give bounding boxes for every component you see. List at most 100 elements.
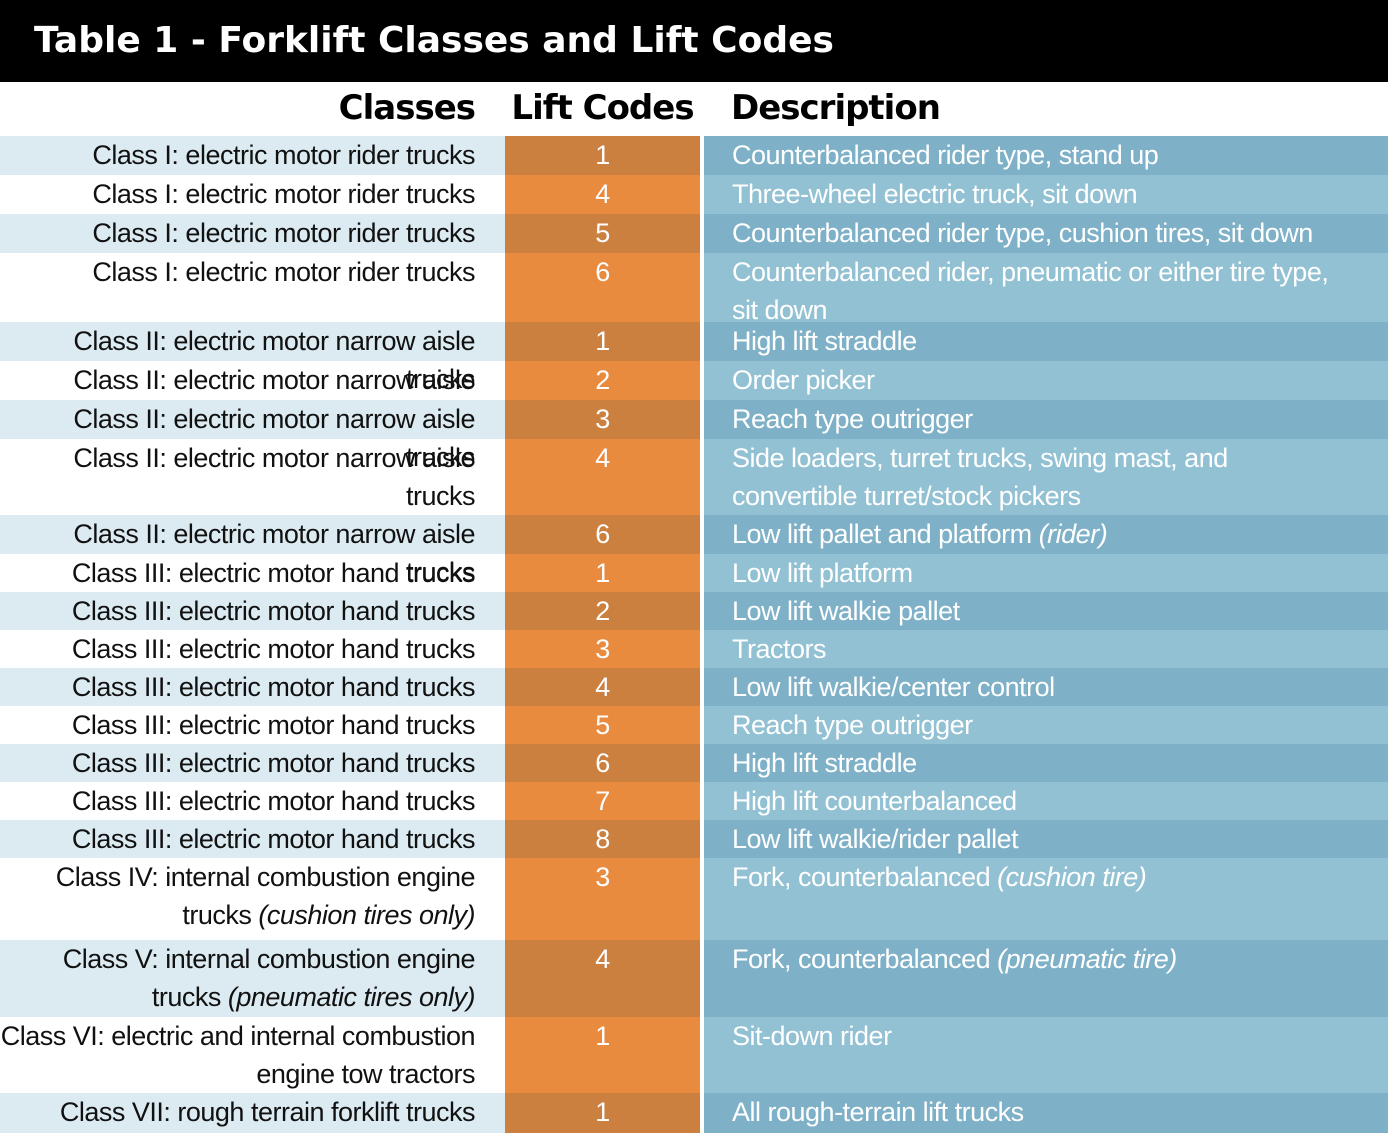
class-cell: Class III: electric motor hand trucks: [0, 706, 505, 744]
description-cell: Counterbalanced rider, pneumatic or eith…: [704, 253, 1388, 325]
description-text: Low lift walkie/rider pallet: [732, 824, 1019, 854]
class-text: Class III: electric motor hand trucks: [71, 672, 476, 702]
class-cell: Class I: electric motor rider trucks: [0, 136, 505, 175]
lift-code-cell: 5: [505, 214, 700, 253]
class-cell: Class I: electric motor rider trucks: [0, 253, 505, 322]
description-cell: Reach type outrigger: [704, 400, 1388, 439]
class-text: Class II: electric motor narrow aisle tr…: [73, 404, 475, 472]
description-text: Counterbalanced rider type, cushion tire…: [732, 218, 1313, 248]
description-note: (rider): [1038, 519, 1108, 549]
column-divider: [700, 439, 704, 515]
table-row: Class VII: rough terrain forklift trucks…: [0, 1093, 1388, 1133]
lift-code-cell: 1: [505, 1093, 700, 1133]
description-text: Low lift walkie pallet: [732, 596, 960, 626]
table-row: Class III: electric motor hand trucks 4 Lo…: [0, 668, 1388, 706]
class-cell: Class III: electric motor hand trucks: [0, 668, 505, 706]
table-row: Class III: electric motor hand trucks 5 Re…: [0, 706, 1388, 744]
table-row: Class III: electric motor hand trucks 8 Lo…: [0, 820, 1388, 858]
table-title: Table 1 - Forklift Classes and Lift Code…: [0, 0, 1388, 82]
description-cell: Fork, counterbalanced (cushion tire): [704, 858, 1388, 940]
lift-code-cell: 3: [505, 858, 700, 940]
table-row: Class I: electric motor rider trucks 6 Cou…: [0, 253, 1388, 325]
column-divider: [700, 214, 704, 253]
header-description: Description: [731, 88, 941, 128]
header-lift-codes: Lift Codes: [511, 88, 694, 128]
class-cell: Class II: electric motor narrow aisle tr…: [0, 361, 505, 433]
class-text: Class I: electric motor rider trucks: [92, 140, 475, 170]
description-text: High lift straddle: [732, 326, 917, 356]
class-cell: Class III: electric motor hand trucks: [0, 592, 505, 630]
lift-code-cell: 6: [505, 515, 700, 554]
class-cell: Class I: electric motor rider trucks: [0, 214, 505, 253]
lift-code-cell: 7: [505, 782, 700, 820]
description-cell: Tractors: [704, 630, 1388, 668]
column-divider: [700, 361, 704, 400]
column-divider: [700, 322, 704, 361]
class-text: Class IV: internal combustion engine tru…: [55, 862, 476, 930]
description-cell: Low lift platform: [704, 554, 1388, 592]
table-row: Class I: electric motor rider trucks 4 Thr…: [0, 175, 1388, 214]
lift-code-cell: 1: [505, 1017, 700, 1093]
description-note: (pneumatic tire): [997, 944, 1177, 974]
description-text: Reach type outrigger: [732, 710, 973, 740]
description-cell: Counterbalanced rider type, stand up: [704, 136, 1388, 175]
description-text: Side loaders, turret trucks, swing mast,…: [732, 443, 1228, 511]
class-cell: Class II: electric motor narrow aisle tr…: [0, 400, 505, 472]
table-row: Class II: electric motor narrow aisle tr…: [0, 361, 1388, 433]
class-cell: Class III: electric motor hand trucks: [0, 820, 505, 858]
class-text: Class I: electric motor rider trucks: [92, 218, 475, 248]
class-cell: Class III: electric motor hand trucks: [0, 782, 505, 820]
description-text: Low lift platform: [732, 558, 913, 588]
column-divider: [700, 400, 704, 439]
description-text: Tractors: [732, 634, 827, 664]
lift-code-cell: 6: [505, 253, 700, 322]
lift-code-cell: 5: [505, 706, 700, 744]
class-cell: Class VII: rough terrain forklift trucks: [0, 1093, 505, 1133]
class-text: Class II: electric motor narrow aisle tr…: [73, 519, 475, 587]
table-row: Class III: electric motor hand trucks 6 Hi…: [0, 744, 1388, 782]
description-cell: Low lift walkie pallet: [704, 592, 1388, 630]
column-divider: [700, 554, 704, 592]
description-cell: Counterbalanced rider type, cushion tire…: [704, 214, 1388, 253]
description-cell: Side loaders, turret trucks, swing mast,…: [704, 439, 1388, 515]
column-divider: [700, 1093, 704, 1133]
class-text: Class II: electric motor narrow aisle tr…: [73, 443, 475, 511]
description-text: Low lift walkie/center control: [732, 672, 1055, 702]
description-text: High lift straddle: [732, 748, 917, 778]
description-cell: Low lift pallet and platform (rider): [704, 515, 1388, 554]
class-cell: Class V: internal combustion engine truc…: [0, 940, 505, 1017]
description-text: Counterbalanced rider, pneumatic or eith…: [732, 257, 1329, 325]
table-row: Class II: electric motor narrow aisle tr…: [0, 400, 1388, 472]
table-row: Class V: internal combustion engine truc…: [0, 940, 1388, 1017]
class-cell: Class VI: electric and internal combusti…: [0, 1017, 505, 1093]
description-text: Fork, counterbalanced: [732, 944, 991, 974]
description-text: Counterbalanced rider type, stand up: [732, 140, 1159, 170]
class-text: Class I: electric motor rider trucks: [92, 179, 475, 209]
table-body: Class I: electric motor rider trucks 1 Cou…: [0, 136, 1388, 1133]
table-row: Class II: electric motor narrow aisle tr…: [0, 439, 1388, 515]
lift-code-cell: 8: [505, 820, 700, 858]
table-row: Class III: electric motor hand trucks 7 Hi…: [0, 782, 1388, 820]
description-text: All rough-terrain lift trucks: [732, 1097, 1024, 1127]
class-cell: Class IV: internal combustion engine tru…: [0, 858, 505, 940]
description-text: Low lift pallet and platform: [732, 519, 1032, 549]
table-row: Class I: electric motor rider trucks 5 Cou…: [0, 214, 1388, 253]
table-row: Class II: electric motor narrow aisle tr…: [0, 515, 1388, 587]
description-text: Sit-down rider: [732, 1021, 892, 1051]
lift-code-cell: 4: [505, 940, 700, 1017]
lift-code-cell: 2: [505, 361, 700, 400]
table-row: Class IV: internal combustion engine tru…: [0, 858, 1388, 940]
column-divider: [700, 820, 704, 858]
description-cell: Low lift walkie/center control: [704, 668, 1388, 706]
class-note: (pneumatic tires only): [227, 982, 476, 1012]
column-divider: [700, 1017, 704, 1093]
table-row: Class III: electric motor hand trucks 3 Tr…: [0, 630, 1388, 668]
column-divider: [700, 592, 704, 630]
class-text: Class VII: rough terrain forklift trucks: [59, 1097, 476, 1127]
class-cell: Class II: electric motor narrow aisle tr…: [0, 439, 505, 515]
class-cell: Class I: electric motor rider trucks: [0, 175, 505, 214]
description-text: High lift counterbalanced: [732, 786, 1017, 816]
description-cell: Sit-down rider: [704, 1017, 1388, 1093]
class-note: (cushion tires only): [258, 900, 475, 930]
description-cell: High lift straddle: [704, 322, 1388, 361]
